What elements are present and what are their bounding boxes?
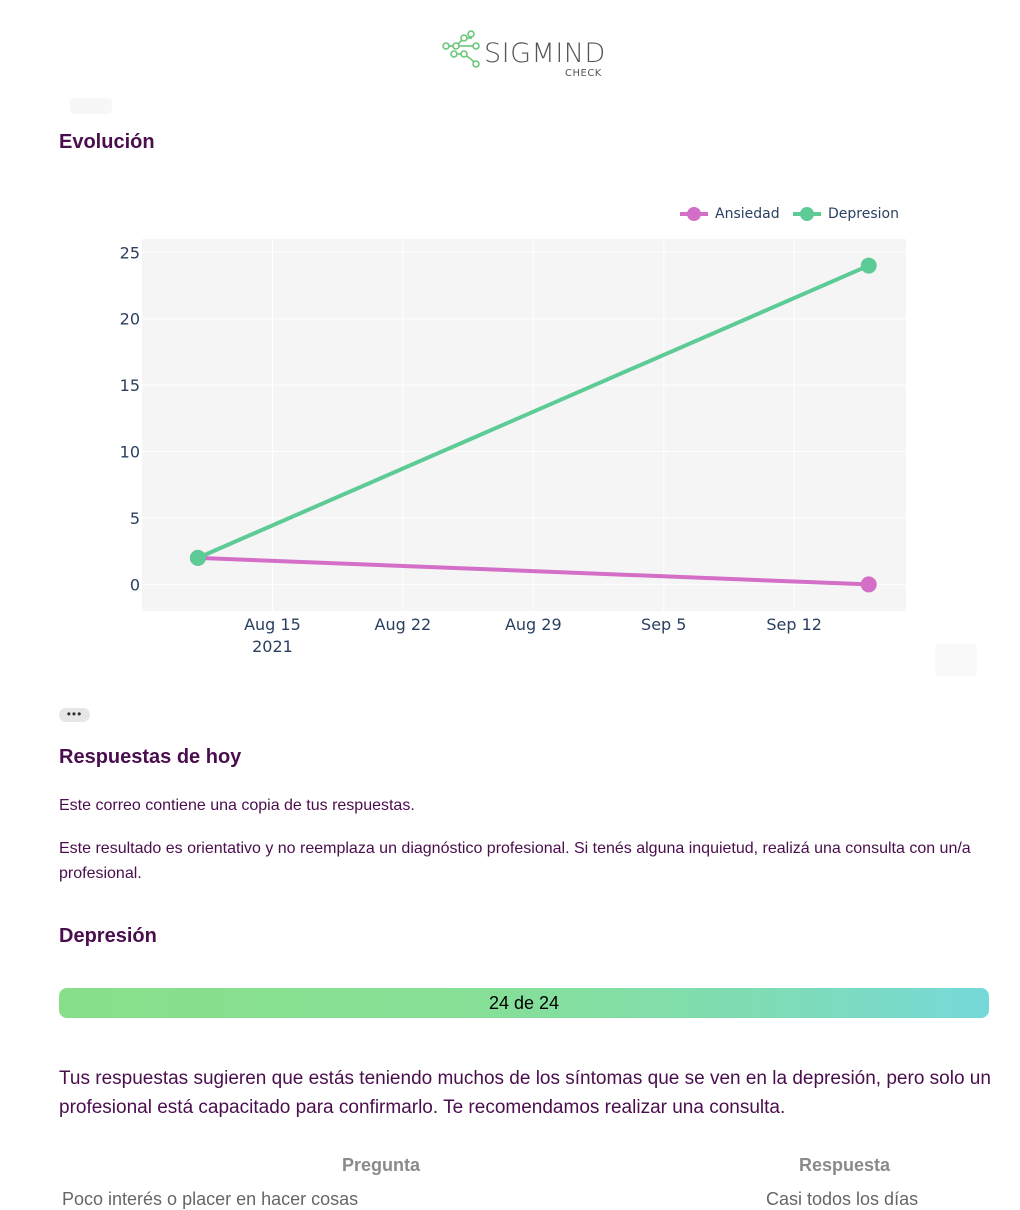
- brand-subtitle: CHECK: [565, 68, 602, 79]
- y-tick-label: 5: [130, 509, 140, 528]
- depression-score-label: 24 de 24: [488, 993, 560, 1013]
- legend-label: Ansiedad: [715, 206, 780, 222]
- depression-score-bar: 24 de 24: [59, 988, 989, 1018]
- more-options-button[interactable]: •••: [59, 708, 90, 722]
- y-tick-label: 25: [120, 243, 140, 262]
- disclaimer-text: Este resultado es orientativo y no reemp…: [59, 840, 971, 882]
- x-tick-label: Aug 29: [505, 615, 562, 634]
- data-point-depresion: [189, 549, 206, 566]
- x-tick-label: Aug 22: [375, 615, 432, 634]
- x-year-label: 2021: [252, 637, 293, 656]
- answers-title: Respuestas de hoy: [59, 746, 242, 768]
- table-header-answer: Respuesta: [799, 1155, 891, 1175]
- evolution-title: Evolución: [59, 131, 155, 153]
- data-point-ansiedad: [860, 576, 877, 593]
- brand-name: SIGMIND: [484, 38, 606, 69]
- x-tick-label: Sep 12: [766, 615, 822, 634]
- depression-message: Tus respuestas sugieren que estás tenien…: [59, 1068, 991, 1118]
- placeholder-shape: [70, 98, 112, 114]
- placeholder-shape: [935, 644, 977, 676]
- series-line-ansiedad: [197, 555, 869, 587]
- sigmind-logo: SIGMIND CHECK: [442, 30, 612, 82]
- y-tick-label: 20: [120, 310, 140, 329]
- series-line-depresion: [197, 263, 870, 560]
- evolution-chart: 0 5 10 15 20 25 Aug 15 Aug 22 Aug 29 Sep 5 Sep 12 2…: [120, 239, 906, 656]
- x-tick-label: Aug 15: [244, 615, 301, 634]
- table-header-question: Pregunta: [342, 1155, 421, 1175]
- x-tick-label: Sep 5: [641, 615, 686, 634]
- answers-copy-text: Este correo contiene una copia de tus re…: [59, 797, 415, 814]
- legend-label: Depresion: [828, 206, 899, 222]
- y-tick-label: 0: [130, 575, 140, 594]
- plot-background: [142, 239, 906, 611]
- legend-swatch: [680, 207, 708, 221]
- data-point-depresion: [860, 257, 877, 274]
- y-tick-label: 15: [120, 376, 140, 395]
- y-tick-label: 10: [120, 443, 140, 462]
- network-logo-icon: [442, 30, 480, 68]
- legend-swatch: [793, 207, 821, 221]
- depression-title: Depresión: [59, 925, 157, 947]
